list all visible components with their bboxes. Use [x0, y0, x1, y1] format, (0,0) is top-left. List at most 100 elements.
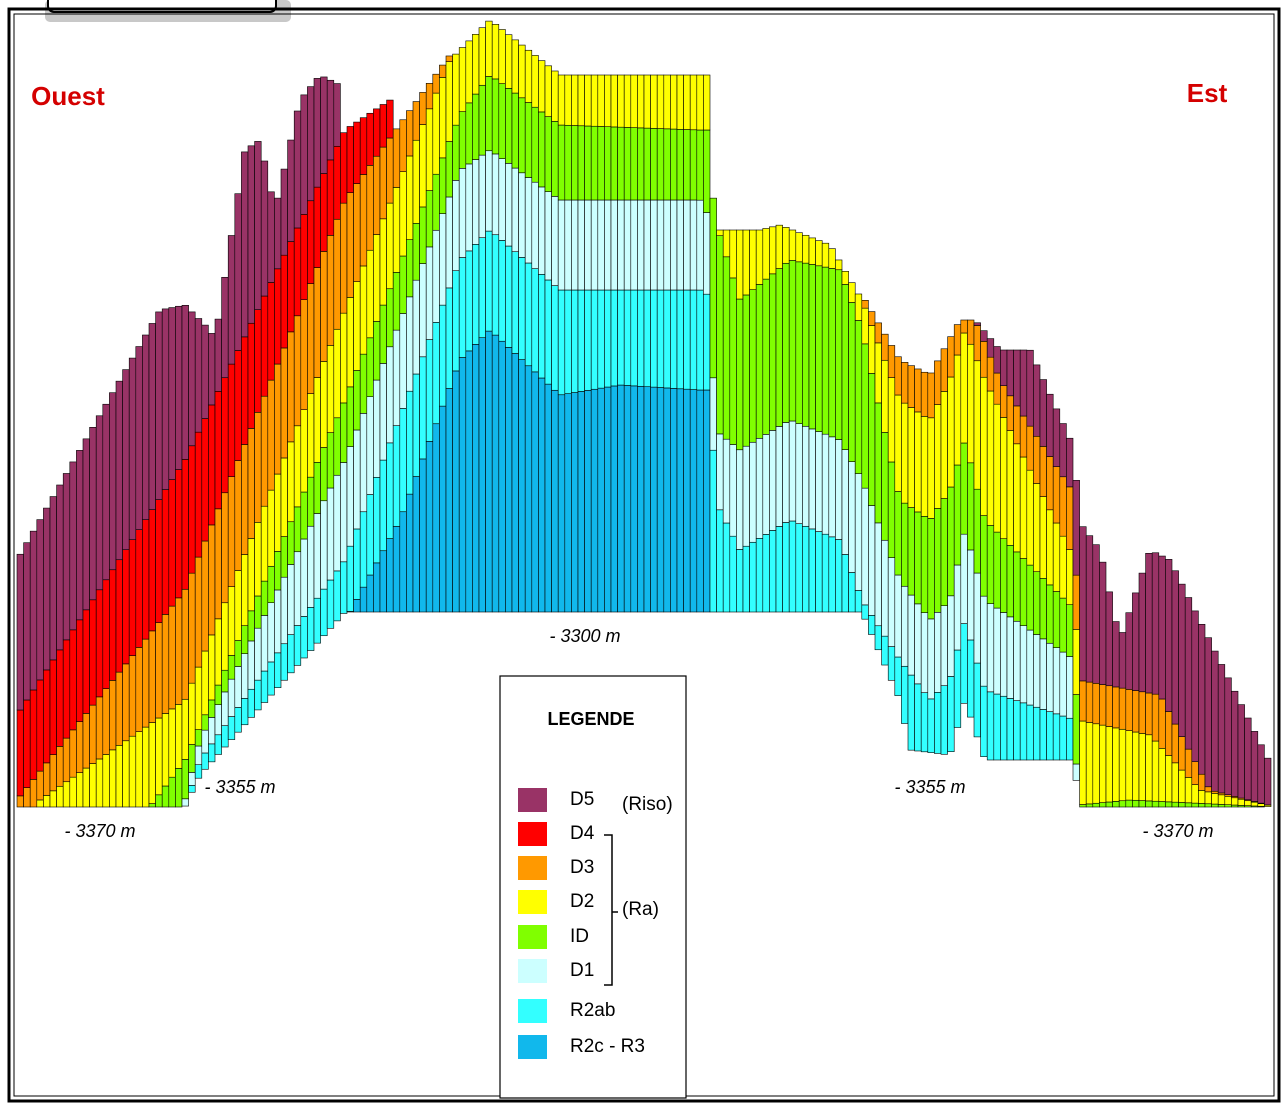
layer-segment	[1119, 801, 1126, 807]
layer-segment	[1218, 664, 1225, 793]
layer-segment	[994, 404, 1001, 532]
layer-segment	[994, 373, 1001, 404]
layer-segment	[829, 437, 836, 537]
layer-segment	[43, 508, 50, 670]
layer-segment	[736, 299, 743, 450]
layer-segment	[697, 200, 704, 290]
layer-segment	[373, 380, 380, 477]
layer-segment	[387, 289, 394, 347]
layer-segment	[1139, 573, 1146, 692]
layer-segment	[967, 550, 974, 640]
layer-segment	[288, 332, 295, 442]
layer-segment	[657, 200, 664, 290]
layer-segment	[149, 631, 156, 723]
layer-segment	[241, 626, 248, 654]
layer-segment	[538, 378, 545, 612]
layer-segment	[558, 200, 565, 290]
legend-swatch	[518, 1035, 547, 1059]
layer-segment	[406, 156, 413, 240]
layer-segment	[162, 614, 169, 713]
layer-segment	[1086, 682, 1093, 722]
layer-segment	[855, 320, 862, 473]
layer-segment	[63, 640, 70, 738]
layer-segment	[1093, 545, 1100, 684]
layer-segment	[822, 434, 829, 534]
layer-segment	[723, 439, 730, 523]
layer-segment	[690, 130, 697, 200]
layer-segment	[433, 174, 440, 230]
layer-segment	[1159, 802, 1166, 807]
layer-segment	[367, 575, 374, 612]
layer-segment	[921, 693, 928, 752]
layer-segment	[822, 243, 829, 267]
layer-segment	[987, 339, 994, 358]
layer-segment	[248, 428, 255, 538]
layer-segment	[545, 66, 552, 117]
layer-segment	[981, 331, 988, 342]
layer-segment	[505, 35, 512, 89]
layer-segment	[268, 380, 275, 490]
layer-segment	[1053, 592, 1060, 648]
layer-segment	[915, 412, 922, 512]
layer-segment	[954, 355, 961, 465]
layer-segment	[123, 664, 130, 741]
layer-segment	[644, 290, 651, 387]
layer-segment	[585, 390, 592, 612]
layer-segment	[948, 596, 955, 677]
layer-segment	[63, 738, 70, 782]
layer-segment	[1093, 803, 1100, 807]
layer-segment	[664, 129, 671, 200]
layer-segment	[314, 462, 321, 513]
layer-segment	[644, 200, 651, 290]
layer-segment	[162, 786, 169, 807]
layer-segment	[882, 432, 889, 540]
layer-segment	[1192, 611, 1199, 762]
layer-segment	[717, 434, 724, 510]
layer-segment	[360, 118, 367, 175]
layer-segment	[50, 660, 57, 755]
layer-segment	[261, 615, 268, 671]
legend-label: D3	[570, 857, 594, 878]
layer-segment	[796, 262, 803, 424]
layer-segment	[472, 244, 479, 344]
layer-segment	[657, 75, 664, 129]
layer-segment	[235, 461, 242, 571]
layer-segment	[1212, 791, 1219, 793]
layer-segment	[1139, 801, 1146, 807]
layer-segment	[268, 282, 275, 380]
layer-segment	[162, 490, 169, 615]
layer-segment	[1185, 749, 1192, 777]
layer-segment	[697, 290, 704, 390]
layer-segment	[915, 369, 922, 412]
layer-segment	[954, 465, 961, 565]
layer-segment	[340, 133, 347, 203]
layer-segment	[816, 532, 823, 612]
layer-segment	[1212, 651, 1219, 791]
layer-segment	[1264, 758, 1271, 805]
layer-segment	[321, 589, 328, 636]
layer-segment	[334, 475, 341, 571]
layer-segment	[347, 546, 354, 611]
layer-segment	[1066, 549, 1073, 604]
layer-segment	[479, 238, 486, 338]
layer-segment	[380, 305, 387, 363]
layer-segment	[321, 251, 328, 361]
layer-segment	[637, 75, 644, 128]
layer-segment	[288, 522, 295, 565]
layer-segment	[261, 396, 268, 506]
layer-segment	[17, 710, 24, 796]
layer-segment	[459, 168, 466, 257]
layer-segment	[1225, 796, 1232, 804]
layer-segment	[222, 603, 229, 670]
layer-segment	[862, 308, 869, 344]
layer-segment	[703, 75, 710, 130]
layer-segment	[822, 534, 829, 612]
layer-segment	[1179, 584, 1186, 736]
layer-segment	[486, 21, 493, 76]
layer-segment	[545, 280, 552, 384]
layer-segment	[1053, 523, 1060, 592]
layer-segment	[334, 418, 341, 475]
layer-segment	[565, 125, 572, 200]
layer-segment	[268, 490, 275, 566]
layer-segment	[175, 704, 182, 768]
